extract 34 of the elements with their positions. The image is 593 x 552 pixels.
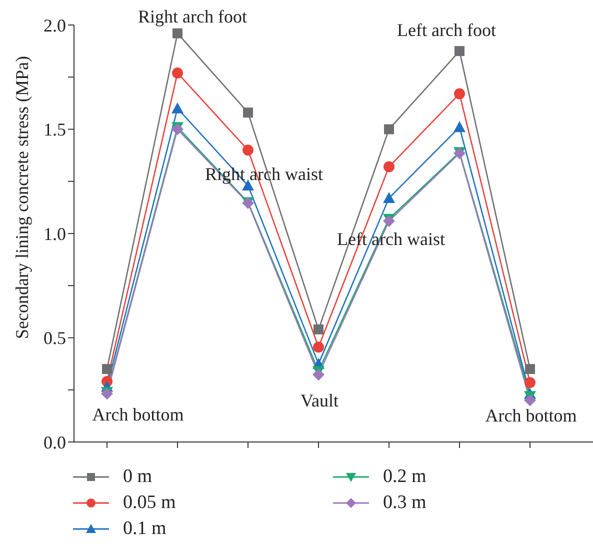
point [314,324,324,334]
point [454,121,466,132]
point [454,46,464,56]
point [524,377,536,388]
y-axis-title: Secondary lining concrete stress (MPa) [12,56,32,339]
annotation: Vault [300,390,338,411]
point [313,342,324,353]
point [384,161,394,172]
y-tick-label: 1.5 [44,120,66,140]
point [384,124,394,134]
point [172,102,184,114]
y-tick-label: 0.0 [44,432,66,452]
point [172,67,183,78]
annotation: Right arch foot [138,6,247,26]
annotation: Arch bottom [92,404,184,425]
legend-label: 0.1 m [123,518,166,540]
point [383,192,395,204]
point [102,364,112,374]
legend-label: 0.2 m [383,466,426,488]
annotation: Arch bottom [485,405,577,426]
legend-label: 0.3 m [383,492,426,514]
point [243,108,253,118]
y-tick-label: 0.5 [44,328,66,348]
point [524,394,536,406]
y-tick-label: 2.0 [44,15,66,36]
y-tick-label: 1.0 [44,224,66,244]
point [312,368,324,381]
point [172,28,182,38]
point [525,364,535,374]
legend-label: 0 m [123,466,152,488]
point [242,144,254,156]
legend-label: 0.05 m [123,492,176,514]
annotation: Left arch foot [397,20,496,40]
point [454,88,465,100]
